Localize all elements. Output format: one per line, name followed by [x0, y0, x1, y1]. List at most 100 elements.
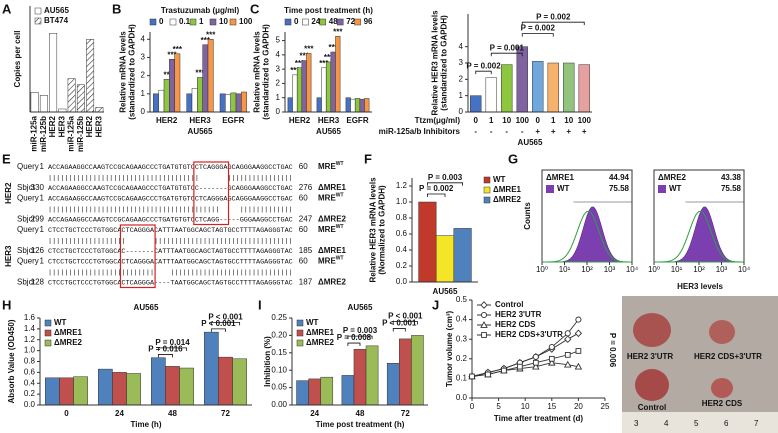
inhibitor-sign: -	[474, 127, 477, 136]
bar	[153, 93, 159, 113]
x-tick-label: 10⁴	[626, 265, 639, 274]
bar	[399, 338, 412, 406]
bracket	[210, 321, 241, 326]
ruler-number: 4	[664, 419, 669, 428]
sequence: ACCAGAAGGCCAAGTCCGCAGAAGCCCTGATGTGTCCTCA…	[48, 164, 293, 172]
y-tick-label: 1.0	[24, 346, 36, 355]
tag-text: ΔMRE1	[318, 246, 347, 255]
bar	[353, 349, 367, 406]
bar	[470, 95, 482, 113]
marker	[532, 353, 539, 360]
match-line: ||||||||||||||||||| ||||||||||||||||||||…	[48, 237, 293, 245]
p-value: P = 0.016	[148, 345, 183, 354]
x-tick-label: HER3	[189, 116, 211, 125]
seq-end: 185	[299, 246, 313, 255]
significance-mark: ***	[328, 43, 338, 52]
tag-text: MRE	[318, 194, 336, 203]
row-tag: MREWT	[318, 224, 344, 234]
p-value: P < 0.001	[201, 319, 236, 328]
x-tick-label: 10³	[604, 265, 616, 274]
x-tick-label: 100	[516, 116, 530, 125]
seq-start: 1	[40, 194, 45, 203]
ruler-number: 6	[724, 419, 729, 428]
p-value: P = 0.006	[608, 333, 617, 368]
y-tick-label: 0.15	[271, 348, 287, 357]
photo-label: HER2 3'UTR	[627, 352, 674, 361]
photo-label: HER2 CDS	[702, 399, 743, 408]
x-tick-label: 24	[115, 409, 124, 418]
x-tick-label: 10⁴	[738, 265, 751, 274]
gate-value: 75.58	[609, 184, 630, 193]
y-tick-label: 1	[141, 89, 146, 98]
panel-label: F	[364, 151, 372, 166]
x-tick-label: 100	[578, 116, 592, 125]
ruler-number: 5	[694, 419, 699, 428]
y-axis-label: Counts	[523, 202, 532, 230]
x-tick-label: 10²	[693, 265, 705, 274]
histogram-mutant	[653, 210, 745, 263]
panel-label: A	[2, 1, 12, 16]
bar	[532, 61, 544, 113]
legend-label: 10	[219, 17, 228, 26]
y-tick-label: 2	[141, 71, 146, 80]
x-axis-label: HER3 levels	[677, 282, 723, 291]
tumor-photo: HER2 3'UTR HER2 CDS+3'UTR Control HER2 C…	[622, 296, 778, 433]
row-label: Sbjct	[17, 278, 36, 287]
histogram-mutant	[541, 210, 633, 263]
row-label: Sbjct	[17, 215, 36, 224]
marker	[575, 316, 582, 323]
x-tick-label: 10¹	[559, 265, 571, 274]
seq-start: 126	[31, 246, 45, 255]
seq-end: 60	[299, 162, 308, 171]
significance-mark: ***	[167, 50, 177, 59]
bar	[112, 372, 127, 406]
x-tick-label: 0	[470, 402, 475, 411]
x-tick-label: 10⁰	[648, 265, 660, 274]
gate-value: 44.94	[609, 173, 630, 182]
legend-swatch	[296, 329, 304, 337]
seq-start: 299	[31, 215, 45, 224]
p-value: P = 0.001	[490, 43, 525, 52]
sequence: ACCAGAAGGCCAAGTCCGCAGAAGCCCTGATGTGTCC---…	[48, 185, 293, 193]
y-tick-label: 1	[276, 93, 281, 102]
legend-label: AU565	[44, 6, 69, 15]
y-tick-label: 1.4	[24, 324, 36, 333]
bar	[354, 98, 361, 113]
x-tick-label: 10¹	[671, 265, 683, 274]
x-tick-label: HER3	[318, 116, 340, 125]
p-value: P < 0.001	[382, 319, 417, 328]
gate-value: 43.38	[721, 173, 742, 182]
x-tick-label: miR-125b	[39, 116, 48, 152]
bar	[30, 92, 39, 113]
x-tick-label: 24	[310, 409, 319, 418]
significance-mark: ***	[201, 36, 211, 45]
y-tick-label: 0.4	[456, 315, 468, 324]
x-axis-label: Time after treatment (d)	[494, 414, 584, 423]
x-tick-label: miR-125a	[67, 115, 76, 151]
legend-swatch	[44, 329, 52, 337]
bar	[219, 93, 226, 113]
legend-label: ΔMRE2	[493, 195, 522, 204]
p-value: P = 0.008	[337, 333, 372, 342]
x-tick-label: HER2	[156, 116, 178, 125]
bracket	[157, 347, 188, 351]
bar	[292, 74, 298, 113]
ruler-number: 7	[754, 419, 759, 428]
x-tick-label: 1	[551, 116, 556, 125]
x-tick-label: 10	[564, 116, 573, 125]
y-tick-label: 0	[459, 107, 464, 116]
p-value: P = 0.003	[343, 326, 378, 335]
bar	[39, 95, 48, 113]
panel-label: J	[432, 297, 439, 312]
bar	[191, 88, 198, 113]
row-label: miR-125a/b Inhibitors	[379, 127, 461, 136]
marker	[564, 352, 571, 358]
significance-mark: ***	[173, 45, 183, 54]
legend-swatch	[296, 339, 304, 347]
marker	[564, 335, 572, 344]
marker	[532, 359, 539, 366]
bar	[204, 331, 219, 406]
bar	[308, 378, 321, 406]
bar	[230, 92, 237, 113]
bar	[73, 376, 88, 406]
